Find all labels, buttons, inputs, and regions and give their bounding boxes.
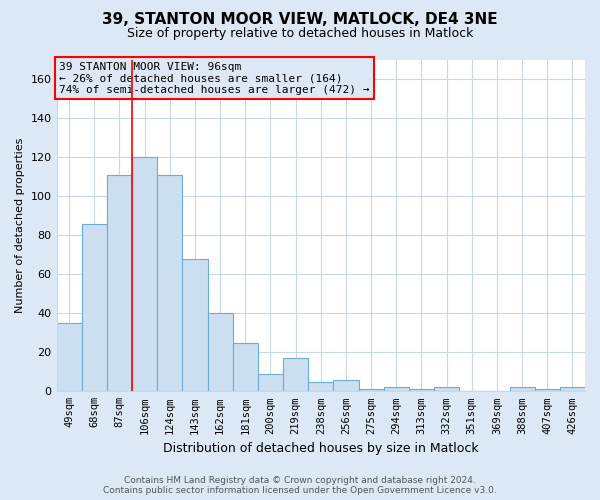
Bar	[82, 224, 107, 392]
Bar	[535, 390, 560, 392]
Text: Contains HM Land Registry data © Crown copyright and database right 2024.
Contai: Contains HM Land Registry data © Crown c…	[103, 476, 497, 495]
Bar	[434, 388, 459, 392]
Bar	[132, 158, 157, 392]
Y-axis label: Number of detached properties: Number of detached properties	[15, 138, 25, 314]
Bar	[233, 342, 258, 392]
Bar	[56, 323, 82, 392]
Bar	[409, 390, 434, 392]
Bar	[283, 358, 308, 392]
Text: 39 STANTON MOOR VIEW: 96sqm
← 26% of detached houses are smaller (164)
74% of se: 39 STANTON MOOR VIEW: 96sqm ← 26% of det…	[59, 62, 370, 95]
Bar	[560, 388, 585, 392]
Bar	[359, 390, 383, 392]
X-axis label: Distribution of detached houses by size in Matlock: Distribution of detached houses by size …	[163, 442, 479, 455]
Text: Size of property relative to detached houses in Matlock: Size of property relative to detached ho…	[127, 28, 473, 40]
Bar	[258, 374, 283, 392]
Bar	[107, 175, 132, 392]
Bar	[308, 382, 334, 392]
Text: 39, STANTON MOOR VIEW, MATLOCK, DE4 3NE: 39, STANTON MOOR VIEW, MATLOCK, DE4 3NE	[102, 12, 498, 28]
Bar	[157, 175, 182, 392]
Bar	[334, 380, 359, 392]
Bar	[509, 388, 535, 392]
Bar	[182, 259, 208, 392]
Bar	[208, 314, 233, 392]
Bar	[383, 388, 409, 392]
